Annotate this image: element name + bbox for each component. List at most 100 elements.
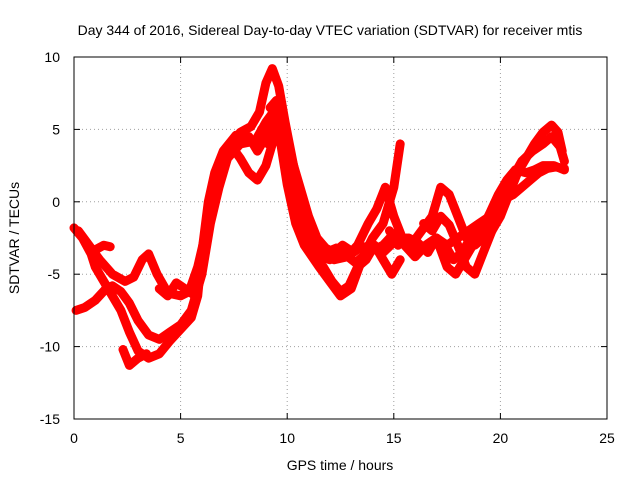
data-point <box>261 161 270 170</box>
data-point <box>119 345 128 354</box>
data-point <box>72 306 81 315</box>
data-point <box>539 128 548 137</box>
data-point <box>385 226 394 235</box>
data-point <box>379 241 388 250</box>
data-point <box>423 248 432 257</box>
series-track-6 <box>118 345 151 370</box>
data-point <box>370 241 379 250</box>
data-point <box>189 290 198 299</box>
data-point <box>453 212 462 221</box>
y-axis-label: SDTVAR / TECUs <box>6 182 22 294</box>
data-point <box>389 212 398 221</box>
data-point <box>95 255 104 264</box>
data-point <box>261 79 270 88</box>
data-point <box>560 164 569 173</box>
data-point <box>108 270 117 279</box>
data-point <box>372 205 381 214</box>
data-point <box>176 320 185 329</box>
data-point <box>436 183 445 192</box>
data-point <box>325 255 334 264</box>
data-point <box>138 255 147 264</box>
data-point <box>387 270 396 279</box>
data-point <box>272 96 281 105</box>
data-point <box>116 306 125 315</box>
data-point <box>364 219 373 228</box>
data-point <box>163 291 172 300</box>
y-tick-label: -15 <box>40 411 60 427</box>
data-point <box>278 110 287 119</box>
data-point <box>210 190 219 199</box>
data-point <box>236 128 245 137</box>
data-point <box>445 190 454 199</box>
plot-frame <box>73 56 608 420</box>
data-point <box>91 296 100 305</box>
data-point <box>264 139 273 148</box>
series-line <box>419 204 505 279</box>
data-point <box>155 284 164 293</box>
data-point <box>417 226 426 235</box>
data-point <box>274 81 283 90</box>
y-tick-labels: -15 -10 -5 0 5 10 <box>40 49 60 427</box>
data-point <box>82 241 91 250</box>
data-point <box>180 284 189 293</box>
data-point <box>246 122 255 131</box>
data-point <box>133 354 142 363</box>
data-point <box>389 183 398 192</box>
y-tick-label: 5 <box>52 121 60 137</box>
data-point <box>310 255 319 264</box>
data-point <box>193 262 202 271</box>
data-point <box>502 176 511 185</box>
data-point <box>101 284 110 293</box>
data-point <box>165 328 174 337</box>
data-point <box>353 241 362 250</box>
data-point <box>362 255 371 264</box>
data-point <box>142 349 151 358</box>
data-point <box>413 238 422 247</box>
data-point <box>470 270 479 279</box>
data-point <box>80 303 89 312</box>
data-point <box>108 281 117 290</box>
data-point <box>379 219 388 228</box>
data-point <box>155 335 164 344</box>
data-point <box>155 349 164 358</box>
data-point <box>236 154 245 163</box>
x-tick-label: 10 <box>279 430 295 446</box>
data-point <box>396 139 405 148</box>
data-point <box>219 161 228 170</box>
data-point <box>440 241 449 250</box>
data-point <box>436 212 445 221</box>
data-point <box>560 157 569 166</box>
data-point <box>165 336 174 345</box>
data-point <box>521 154 530 163</box>
data-point <box>338 241 347 250</box>
data-point <box>521 168 530 177</box>
data-point <box>99 241 108 250</box>
x-tick-label: 15 <box>386 430 402 446</box>
data-point <box>443 262 452 271</box>
y-tick-label: 10 <box>44 49 60 65</box>
data-point <box>419 219 428 228</box>
data-point <box>187 306 196 315</box>
data-point <box>121 277 130 286</box>
data-point <box>487 226 496 235</box>
series-line <box>257 122 356 257</box>
data-point <box>411 252 420 261</box>
data-point <box>202 226 211 235</box>
data-point <box>313 234 322 242</box>
data-point <box>302 234 311 242</box>
data-series <box>69 64 569 370</box>
x-tick-label: 25 <box>599 430 615 446</box>
y-tick-label: -10 <box>40 339 60 355</box>
data-point <box>396 255 405 264</box>
data-point <box>285 147 294 156</box>
data-point <box>404 234 413 242</box>
data-point <box>466 234 475 242</box>
data-point <box>500 194 509 203</box>
data-point <box>494 190 503 199</box>
data-point <box>176 291 185 300</box>
data-point <box>319 262 328 271</box>
data-point <box>428 226 437 235</box>
data-point <box>153 270 162 279</box>
data-point <box>453 241 462 250</box>
